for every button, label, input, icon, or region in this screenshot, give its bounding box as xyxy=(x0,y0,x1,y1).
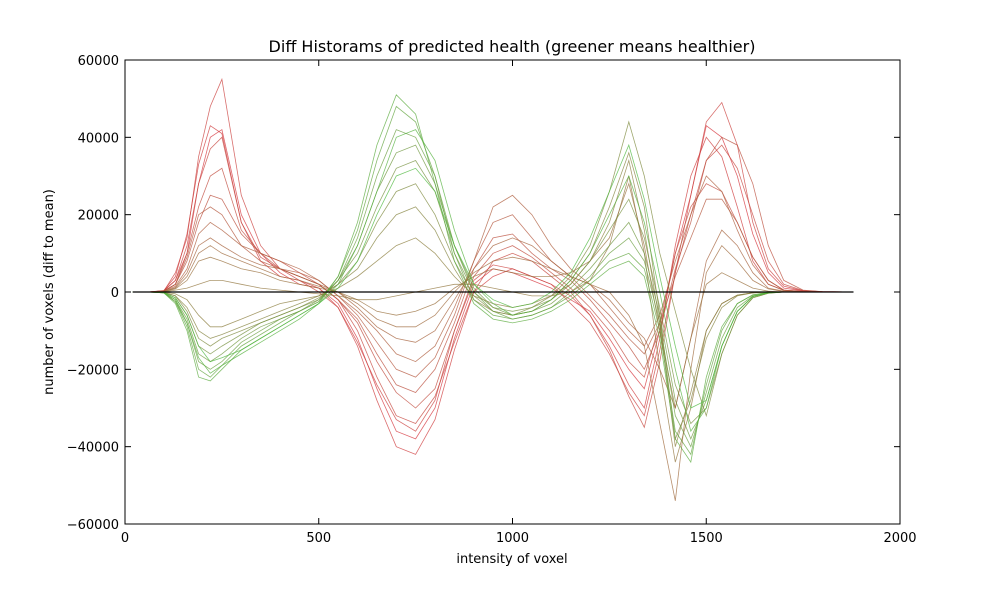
y-axis-label: number of voxels (diff to mean) xyxy=(42,189,57,395)
y-tick-label: −20000 xyxy=(67,363,119,378)
y-tick-label: −40000 xyxy=(67,441,119,456)
series-line-4 xyxy=(132,167,854,409)
series-line-8 xyxy=(132,229,854,410)
chart-title: Diff Historams of predicted health (gree… xyxy=(269,37,756,56)
x-tick-label: 2000 xyxy=(883,531,916,546)
series-line-18 xyxy=(132,105,854,456)
series-line-7 xyxy=(132,175,854,363)
x-tick-label: 0 xyxy=(121,531,129,546)
series-line-9 xyxy=(132,244,854,501)
y-tick-label: 60000 xyxy=(78,54,119,69)
x-tick-label: 1500 xyxy=(690,531,723,546)
plot-area xyxy=(132,77,854,501)
x-tick-label: 1000 xyxy=(496,531,529,546)
x-tick-label: 500 xyxy=(306,531,331,546)
series-line-5 xyxy=(132,136,854,393)
series-line-13 xyxy=(132,151,854,441)
y-tick-label: 20000 xyxy=(78,209,119,224)
series-line-6 xyxy=(132,198,854,378)
series-line-1 xyxy=(132,125,854,455)
series-line-17 xyxy=(132,129,854,448)
x-axis-label: intensity of voxel xyxy=(456,552,567,567)
series-line-15 xyxy=(132,160,854,425)
y-tick-label: 40000 xyxy=(78,131,119,146)
series-line-10 xyxy=(132,182,854,409)
series-layer xyxy=(132,77,854,501)
y-tick-label: 0 xyxy=(111,286,119,301)
y-axis: −60000 −40000 −20000 0 20000 40000 60000 xyxy=(67,54,900,533)
series-line-3 xyxy=(132,136,854,429)
y-tick-label: −60000 xyxy=(67,518,119,533)
series-line-19 xyxy=(132,94,854,464)
x-axis: 0 500 1000 1500 2000 xyxy=(121,60,917,546)
